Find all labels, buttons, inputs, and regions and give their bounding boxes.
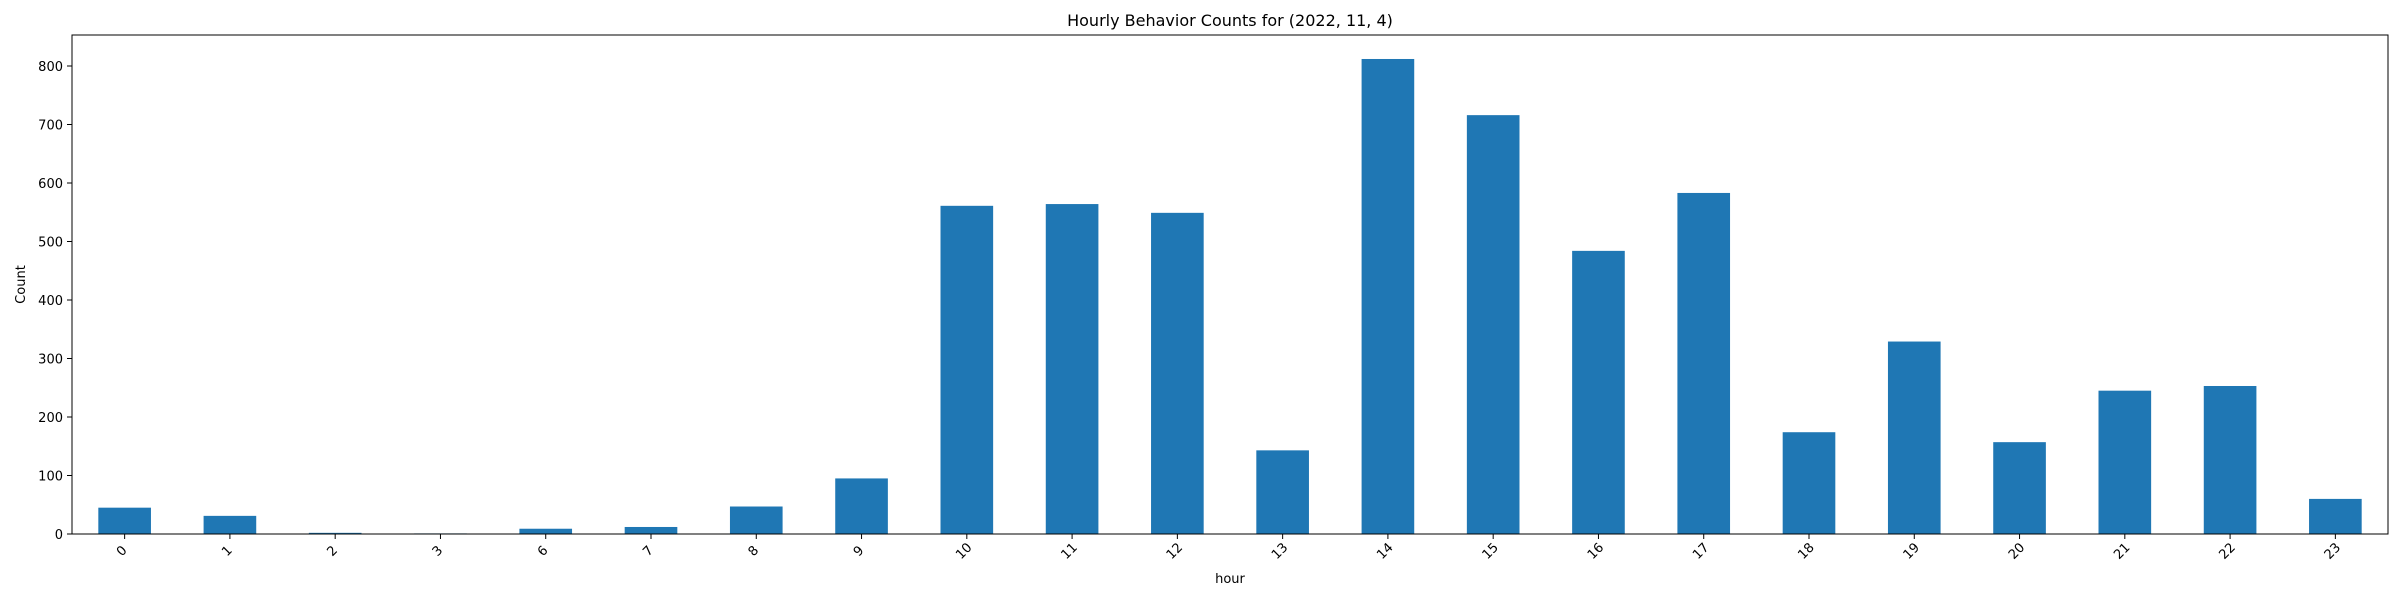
y-tick-label: 700	[38, 119, 63, 134]
x-tick-label: 2	[324, 543, 340, 559]
x-axis-ticks: 0 1 2 3 6 7 8 9 10 11 12 13 14 15 16 17 18 19 20 21 22 23	[114, 534, 2344, 563]
y-tick-label: 200	[38, 411, 63, 426]
bar	[940, 205, 994, 534]
y-tick-label: 100	[38, 470, 63, 485]
x-tick-label: 15	[1480, 540, 1502, 562]
plot-frame	[71, 34, 2389, 535]
y-axis-label: Count	[14, 265, 29, 304]
y-axis-ticks: 0 100 200 300 400 500 600 700 800	[38, 60, 72, 543]
x-tick-label: 12	[1164, 540, 1186, 562]
x-tick-label: 14	[1374, 540, 1396, 562]
y-tick-label: 500	[38, 236, 63, 251]
y-tick-label: 600	[38, 177, 63, 192]
y-tick-label: 300	[38, 353, 63, 368]
bars-group	[98, 58, 2362, 535]
x-tick-label: 16	[1585, 540, 1607, 562]
bar	[2098, 390, 2152, 534]
chart-title: Hourly Behavior Counts for (2022, 11, 4)	[1067, 11, 1393, 30]
bar	[1572, 250, 1625, 534]
x-tick-label: 21	[2111, 540, 2133, 562]
bar	[1361, 58, 1415, 534]
y-tick-label: 800	[38, 60, 63, 75]
bar	[2203, 385, 2257, 534]
bar	[1677, 192, 1731, 534]
x-tick-label: 9	[851, 543, 867, 559]
x-tick-label: 0	[114, 543, 130, 559]
bar	[835, 478, 888, 534]
bar	[203, 515, 257, 534]
bar	[1256, 450, 1309, 534]
bar	[1151, 212, 1204, 535]
x-tick-label: 22	[2216, 540, 2238, 562]
x-tick-label: 13	[1269, 540, 1291, 562]
x-tick-label: 6	[535, 543, 551, 559]
x-tick-label: 11	[1058, 540, 1080, 562]
bar	[519, 528, 573, 534]
bar	[1466, 115, 1520, 534]
x-tick-label: 8	[746, 543, 762, 559]
x-tick-label: 23	[2322, 540, 2344, 562]
x-tick-label: 19	[1901, 540, 1923, 562]
bar	[308, 532, 362, 534]
bar	[98, 507, 151, 534]
bar	[1993, 442, 2046, 534]
bar	[1045, 204, 1099, 535]
y-tick-label: 0	[55, 528, 63, 543]
bar	[2309, 498, 2362, 534]
y-tick-label: 400	[38, 294, 63, 309]
x-tick-label: 10	[953, 540, 975, 562]
x-tick-label: 17	[1690, 540, 1712, 562]
x-axis-label: hour	[1215, 572, 1245, 587]
x-tick-label: 3	[430, 543, 446, 559]
bar	[729, 506, 783, 534]
x-tick-label: 18	[1795, 540, 1817, 562]
x-tick-label: 20	[2006, 540, 2028, 562]
bar	[1782, 432, 1836, 534]
x-tick-label: 1	[219, 543, 235, 559]
x-tick-label: 7	[640, 543, 656, 559]
bar	[624, 526, 678, 534]
bar	[1887, 341, 1941, 534]
